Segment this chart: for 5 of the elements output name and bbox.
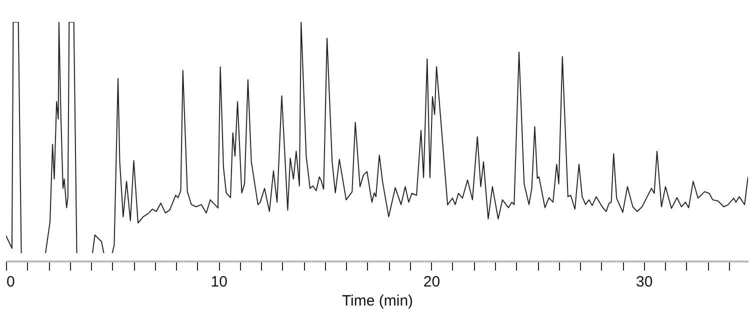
x-tick-label: 0 [6, 274, 15, 290]
x-axis-title: Time (min) [342, 292, 414, 310]
x-tick-label: 10 [210, 274, 228, 290]
x-tick-label: 30 [636, 274, 653, 290]
x-tick-label: 20 [423, 274, 440, 290]
